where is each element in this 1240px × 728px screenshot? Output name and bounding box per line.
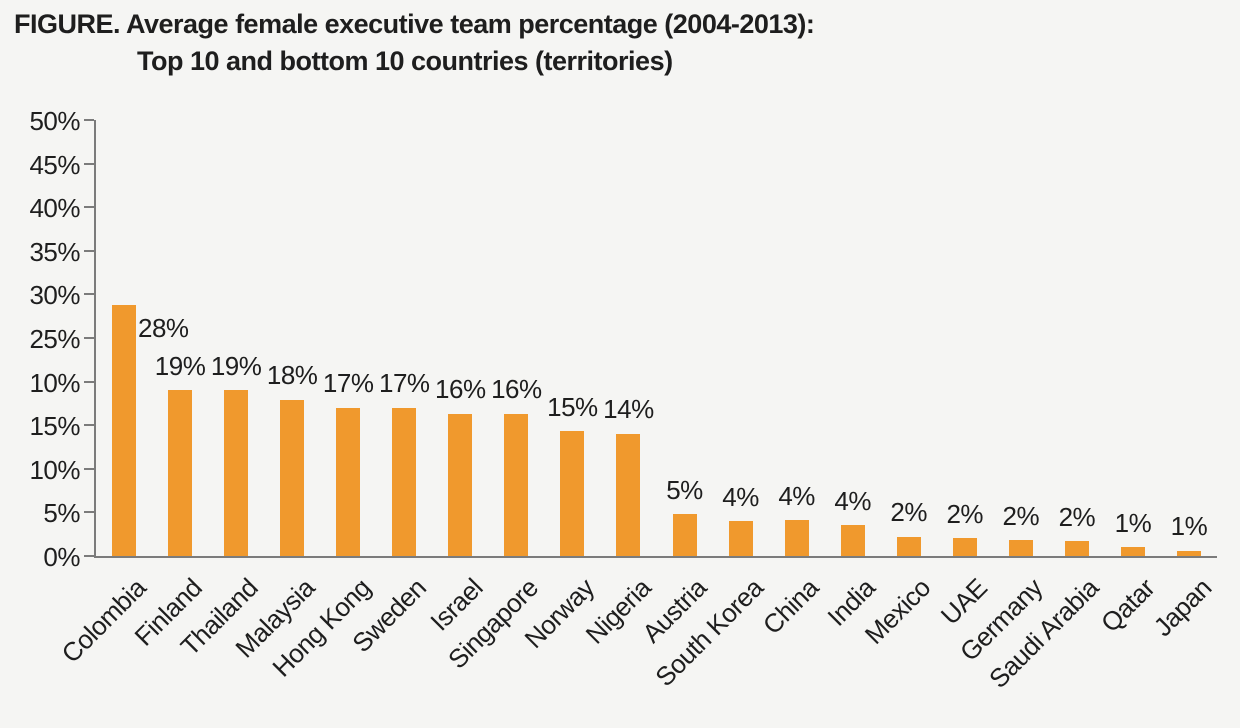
y-axis-tick [84, 555, 94, 557]
bar-column: 4% India [821, 120, 881, 632]
y-axis-tick-label: 10% [29, 454, 80, 485]
bar-column: 2% Saudi Arabia [983, 120, 1105, 693]
bar [168, 390, 193, 556]
bar-column: 4% China [757, 120, 825, 641]
bar-value-label: 14% [603, 394, 654, 425]
bar-column: 2% Germany [954, 120, 1049, 667]
x-axis-category-label: Qatar [1095, 572, 1161, 639]
bar-column: 28% Colombia [56, 120, 189, 669]
y-axis-tick-label: 0% [43, 542, 80, 572]
bar [560, 431, 585, 556]
bar [280, 399, 305, 556]
bar-value-label: 17% [378, 368, 430, 399]
bar [224, 390, 249, 556]
bar-value-label: 1% [1170, 511, 1208, 542]
bar [616, 433, 641, 556]
bar-value-label: 4% [834, 485, 871, 516]
bar [112, 304, 137, 556]
bar [952, 538, 977, 556]
y-axis-tick-label: 35% [29, 236, 80, 267]
y-axis-tick [84, 293, 94, 296]
bar-value-label: 4% [722, 481, 759, 512]
bar-value-label: 18% [266, 360, 318, 391]
bar-column: 17% Hong Kong [266, 120, 376, 683]
bar-chart-plot-area: 50% 45% 40% 35% 30% 25% 10% 15% 10% 5% 0% 28% Colomb… [29, 108, 1217, 694]
bar [896, 536, 921, 556]
bar-column: 16% Israel [424, 120, 488, 636]
y-axis-tick-label: 30% [29, 280, 80, 311]
y-axis-tick-label: 45% [29, 149, 80, 180]
bar-value-label: 2% [890, 497, 927, 528]
bar-column: 19% Finland [129, 120, 208, 652]
bar-value-label: 17% [322, 368, 374, 399]
bar [728, 521, 753, 556]
bar [504, 413, 529, 556]
bar-column: 1% Japan [1147, 120, 1217, 642]
y-axis-tick-label: 50% [29, 106, 80, 136]
bar-value-label: 5% [666, 474, 703, 505]
bar-value-label: 19% [154, 350, 206, 381]
bar-value-label: 19% [210, 350, 262, 381]
bar [392, 407, 417, 556]
y-axis-tick-label: 10% [29, 367, 80, 398]
bar [448, 413, 473, 556]
bar [672, 514, 697, 556]
bar [336, 407, 361, 556]
y-axis-tick [84, 467, 94, 470]
figure-title: FIGURE. Average female executive team pe… [14, 6, 815, 81]
bar-value-label: 16% [491, 374, 542, 405]
bar-column: 1% Qatar [1095, 120, 1161, 638]
bar-column: 2% Mexico [859, 120, 937, 650]
y-axis-tick [84, 337, 94, 339]
bar-value-label: 4% [778, 480, 815, 511]
figure-title-line1: FIGURE. Average female executive team pe… [14, 9, 815, 39]
bar [1120, 547, 1145, 556]
bar-value-label: 2% [946, 498, 984, 529]
bar [840, 525, 865, 556]
bar-value-label: 2% [1002, 500, 1040, 531]
y-axis-tick [84, 511, 94, 514]
bar-column: 19% Thailand [175, 120, 264, 662]
figure-title-line2: Top 10 and bottom 10 countries (territor… [137, 46, 673, 77]
y-axis-tick [84, 206, 94, 209]
bar-column: 2% UAE [935, 120, 993, 630]
y-axis-tick [84, 249, 94, 252]
y-axis-tick [84, 424, 94, 427]
bar [1008, 540, 1033, 556]
bar [1176, 550, 1201, 556]
bar-column: 5% Austria [636, 120, 713, 648]
y-axis-tick [84, 119, 94, 121]
y-axis-tick-label: 15% [29, 411, 80, 442]
bar-column: 18% Malaysia [229, 120, 320, 663]
bar-value-label: 15% [547, 391, 598, 422]
y-axis-tick [84, 380, 94, 383]
x-axis-category-label: Japan [1147, 572, 1217, 643]
bar-column: 15% Norway [519, 120, 600, 654]
x-axis-category-label: China [756, 572, 825, 641]
bar-column: 17% Sweden [347, 120, 433, 658]
bar [784, 520, 809, 556]
bar-value-label: 1% [1114, 507, 1152, 538]
bar-column: 16% Singapore [442, 120, 544, 674]
y-axis-tick-label: 40% [29, 193, 80, 224]
bar-value-label: 2% [1058, 501, 1096, 532]
y-axis-tick-label: 5% [43, 498, 80, 529]
y-axis-tick-label: 25% [29, 324, 80, 354]
bar-value-label: 28% [138, 313, 189, 344]
bar-value-label: 16% [435, 374, 486, 405]
bar-column: 14% Nigeria [579, 120, 656, 649]
bar [1064, 541, 1089, 556]
bar-column: 4% South Korea [649, 120, 769, 692]
y-axis-tick [84, 162, 94, 165]
